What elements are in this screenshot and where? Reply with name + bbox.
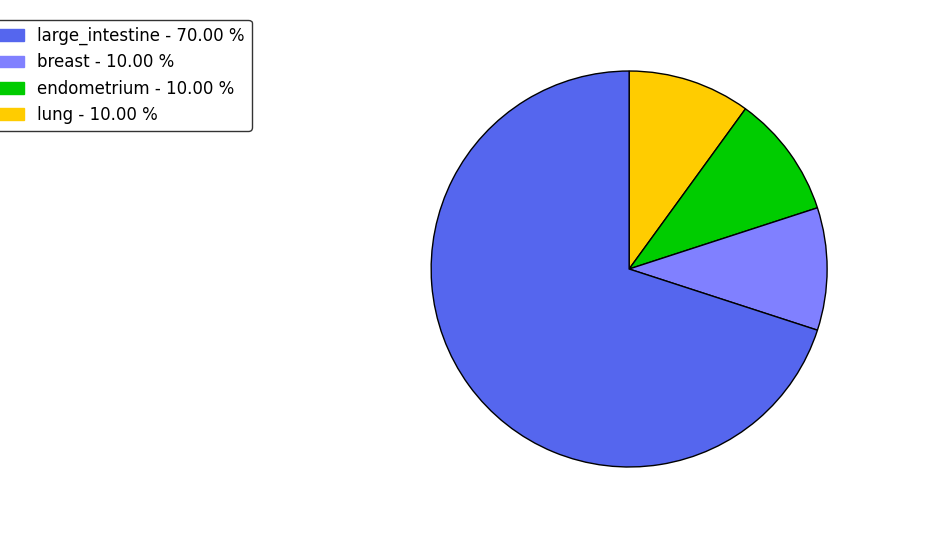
Wedge shape <box>431 71 818 467</box>
Wedge shape <box>629 109 818 269</box>
Wedge shape <box>629 71 746 269</box>
Wedge shape <box>629 208 827 330</box>
Legend: large_intestine - 70.00 %, breast - 10.00 %, endometrium - 10.00 %, lung - 10.00: large_intestine - 70.00 %, breast - 10.0… <box>0 20 252 131</box>
